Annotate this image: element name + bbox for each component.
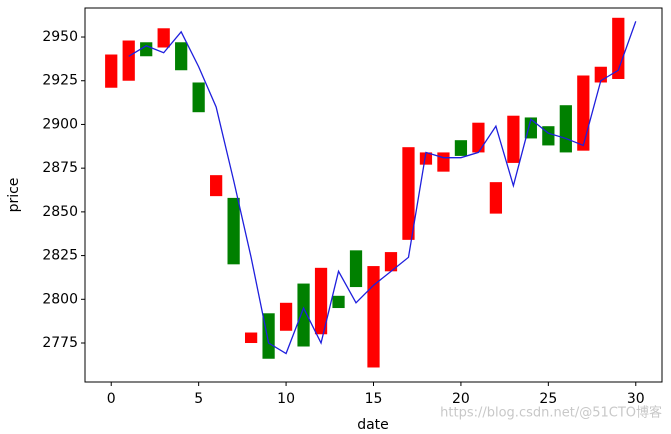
y-tick-label: 2775 (42, 335, 78, 351)
bar (349, 250, 363, 288)
y-axis-label: price (6, 178, 22, 213)
x-tick-label: 0 (107, 391, 116, 407)
y-tick-label: 2925 (42, 73, 78, 89)
x-tick-label: 5 (194, 391, 203, 407)
bar (105, 54, 118, 88)
bar (122, 40, 135, 81)
bar (489, 182, 503, 214)
bar (454, 140, 468, 156)
bar (437, 152, 450, 172)
y-tick-label: 2950 (42, 29, 78, 45)
bar (577, 75, 590, 151)
bar (332, 295, 345, 309)
bar (279, 302, 293, 331)
x-tick-label: 15 (365, 391, 383, 407)
bar (175, 42, 188, 71)
bar (140, 42, 153, 57)
bar (507, 115, 520, 163)
bar (210, 175, 223, 197)
bar (297, 283, 310, 347)
x-tick-label: 30 (627, 391, 645, 407)
y-tick-label: 2825 (42, 248, 78, 264)
bar (192, 82, 205, 113)
y-tick-label: 2875 (42, 160, 78, 176)
bar (384, 252, 398, 272)
y-tick-label: 2850 (42, 204, 78, 220)
x-tick-label: 25 (539, 391, 557, 407)
bar (419, 152, 433, 165)
bar (244, 332, 258, 344)
x-tick-label: 10 (277, 391, 295, 407)
bar (612, 17, 625, 79)
bar (559, 105, 572, 153)
watermark: https://blog.csdn.net/@51CTO博客 (440, 405, 662, 421)
line (128, 21, 637, 355)
bar (472, 122, 485, 153)
y-tick-label: 2900 (42, 116, 78, 132)
bar (262, 313, 275, 359)
x-axis-label: date (357, 417, 389, 433)
x-tick-label: 20 (452, 391, 470, 407)
bar (367, 266, 380, 368)
y-tick-label: 2800 (42, 291, 78, 307)
bar (227, 197, 240, 265)
bar (402, 147, 415, 240)
bar (314, 267, 328, 335)
bar (157, 28, 170, 48)
